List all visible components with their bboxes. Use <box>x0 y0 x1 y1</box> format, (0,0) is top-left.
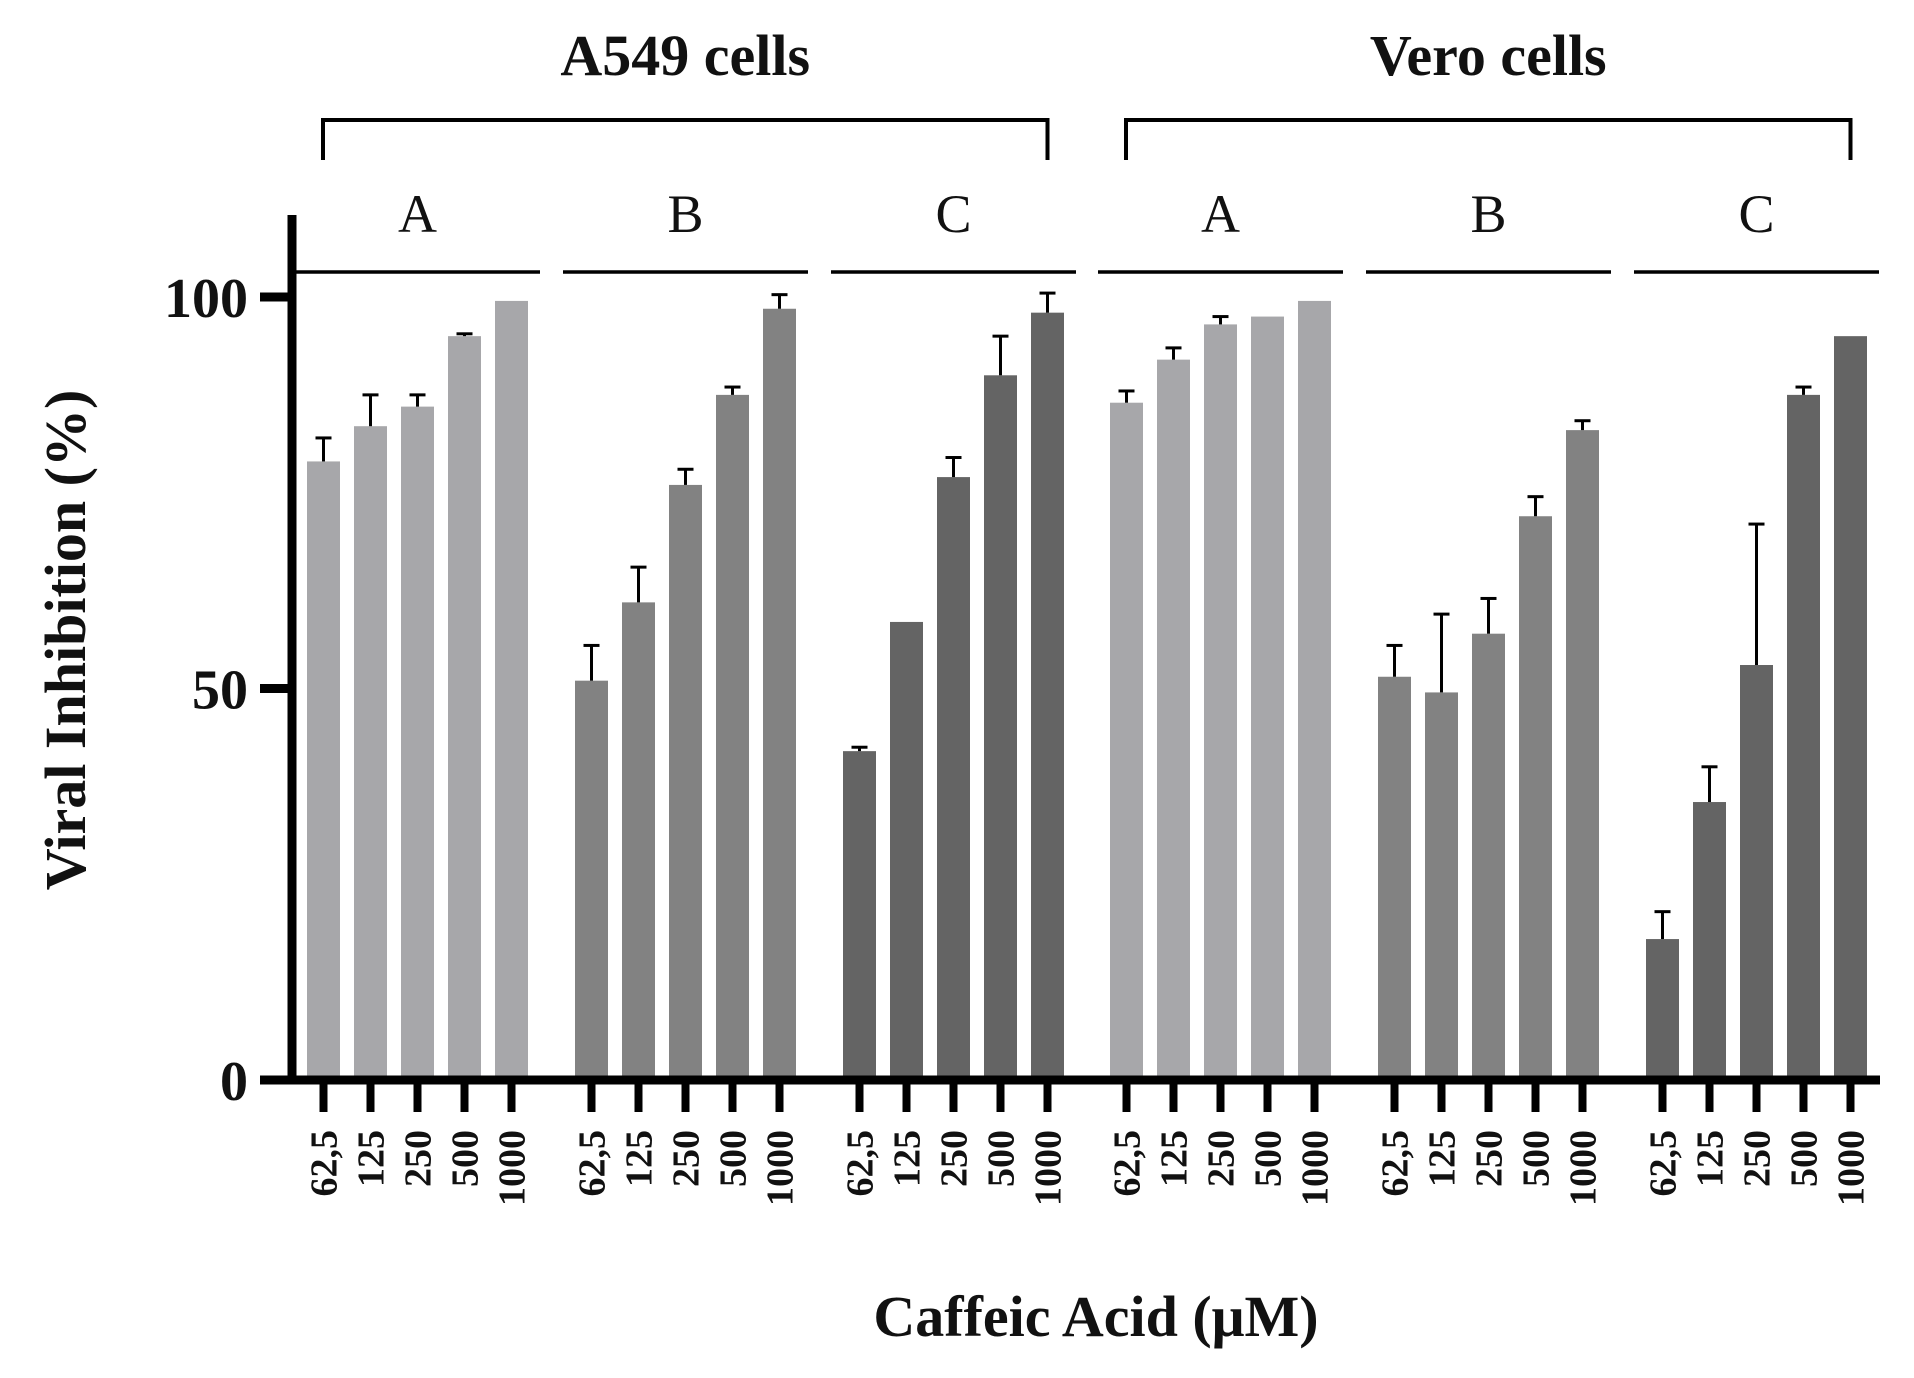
bar <box>1787 394 1820 1080</box>
bar <box>1110 402 1143 1081</box>
x-tick-label: 62,5 <box>840 1130 882 1197</box>
x-tick-label: 125 <box>1690 1130 1732 1187</box>
x-axis-title: Caffeic Acid (μM) <box>873 1284 1318 1349</box>
cell-line-brackets: A549 cells Vero cells <box>321 23 1853 160</box>
bar <box>1425 692 1458 1080</box>
bar <box>354 426 387 1080</box>
x-tick-label: 1000 <box>760 1130 802 1206</box>
cell-line-label: Vero cells <box>1370 23 1607 88</box>
x-tick-label: 500 <box>1248 1130 1290 1187</box>
error-bars <box>315 291 1812 940</box>
y-ticks: 0 50 100 <box>164 268 292 1113</box>
y-tick-label: 50 <box>192 660 248 722</box>
cell-line-label: A549 cells <box>560 23 810 88</box>
x-tick-label: 125 <box>887 1130 929 1187</box>
bars <box>307 300 1867 1081</box>
cell-line-bracket <box>1124 118 1853 160</box>
bar <box>495 300 528 1080</box>
bar <box>1298 300 1331 1080</box>
bar <box>1204 324 1237 1080</box>
x-tick-label: 250 <box>1201 1130 1243 1187</box>
x-tick-label: 125 <box>351 1130 393 1187</box>
x-tick-label: 1000 <box>1563 1130 1605 1206</box>
x-tick-label: 250 <box>398 1130 440 1187</box>
bar <box>622 602 655 1080</box>
x-tick-label: 62,5 <box>304 1130 346 1197</box>
bar <box>937 477 970 1081</box>
bar <box>401 406 434 1080</box>
bar <box>1251 316 1284 1080</box>
cell-line-bracket <box>321 118 1050 160</box>
bar <box>843 751 876 1080</box>
x-tick-label: 250 <box>1737 1130 1779 1187</box>
bar <box>1693 802 1726 1080</box>
x-tick-label: 250 <box>1469 1130 1511 1187</box>
bar <box>1031 312 1064 1080</box>
x-tick-label: 1000 <box>1295 1130 1337 1206</box>
x-tick-label: 62,5 <box>1375 1130 1417 1197</box>
bar <box>1646 939 1679 1080</box>
x-tick-label: 500 <box>713 1130 755 1187</box>
bar <box>984 375 1017 1080</box>
bar <box>763 308 796 1080</box>
x-tick-label: 500 <box>445 1130 487 1187</box>
x-tick-label: 62,5 <box>1643 1130 1685 1197</box>
bar <box>1472 633 1505 1080</box>
x-tick-label: 62,5 <box>1107 1130 1149 1197</box>
bar <box>669 484 702 1080</box>
y-axis-title: Viral Inhibition (%) <box>33 390 98 891</box>
group-label: C <box>935 184 971 244</box>
bar <box>890 621 923 1080</box>
bar <box>1566 430 1599 1080</box>
bar <box>1519 516 1552 1080</box>
x-tick-label: 500 <box>1784 1130 1826 1187</box>
group-label: B <box>667 184 703 244</box>
x-tick-label: 500 <box>1516 1130 1558 1187</box>
x-tick-label: 62,5 <box>572 1130 614 1197</box>
group-label: B <box>1470 184 1506 244</box>
x-tick-label: 125 <box>1422 1130 1464 1187</box>
y-tick-label: 100 <box>164 268 248 330</box>
group-label: C <box>1738 184 1774 244</box>
y-tick-label: 0 <box>220 1051 248 1113</box>
x-tick-label: 125 <box>619 1130 661 1187</box>
x-tick-label: 125 <box>1154 1130 1196 1187</box>
bar <box>1740 665 1773 1080</box>
x-tick-label: 500 <box>981 1130 1023 1187</box>
group-label: A <box>1201 184 1240 244</box>
bar <box>448 336 481 1080</box>
x-tick-label: 1000 <box>1028 1130 1070 1206</box>
bar <box>1157 359 1190 1080</box>
x-tick-label: 1000 <box>492 1130 534 1206</box>
group-label: A <box>398 184 437 244</box>
x-tick-label: 250 <box>666 1130 708 1187</box>
bar <box>716 394 749 1080</box>
x-tick-label: 1000 <box>1831 1130 1873 1206</box>
bar <box>1834 336 1867 1080</box>
x-ticks: 62,5 125 250 500 1000 62,5 125 250 500 1000 62,5 12… <box>304 1080 1873 1206</box>
bar <box>307 461 340 1080</box>
bar <box>575 680 608 1080</box>
x-tick-label: 250 <box>934 1130 976 1187</box>
bar <box>1378 676 1411 1080</box>
axes <box>287 215 1880 1085</box>
